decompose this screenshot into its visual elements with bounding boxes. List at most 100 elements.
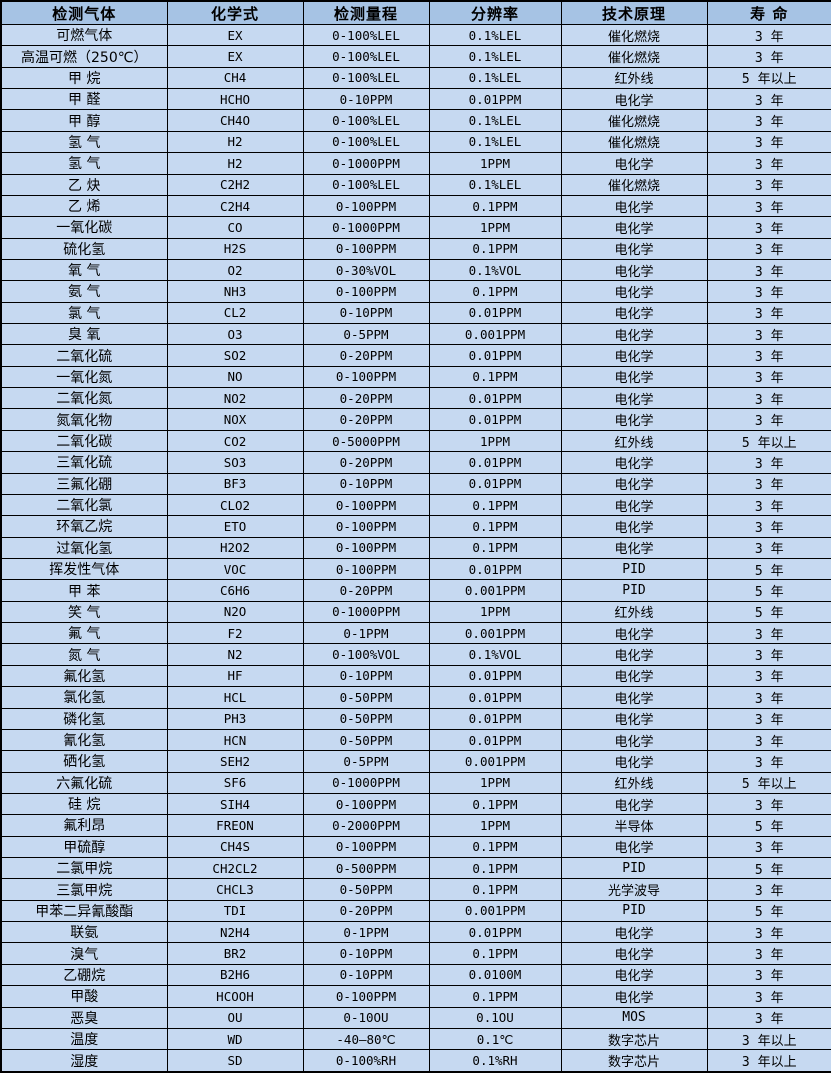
- principle-cell: 数字芯片: [560, 1049, 708, 1073]
- resolution-cell: 0.1PPM: [428, 194, 562, 218]
- resolution-cell: 0.01PPM: [428, 707, 562, 730]
- formula-cell: SO2: [166, 344, 304, 367]
- lifespan-cell: 3 年: [706, 707, 831, 730]
- gas-name-cell: 氮氧化物: [0, 408, 168, 431]
- lifespan-cell: 3 年: [706, 280, 831, 303]
- formula-cell: EX: [166, 23, 304, 47]
- principle-cell: 电化学: [560, 344, 708, 367]
- range-cell: 0-10PPM: [302, 301, 430, 325]
- range-cell: 0-100PPM: [302, 835, 430, 859]
- table-row: 可燃气体 EX 0-100%LEL 0.1%LEL 催化燃烧 3 年: [0, 23, 831, 47]
- formula-cell: NH3: [166, 280, 304, 303]
- principle-cell: 电化学: [560, 301, 708, 325]
- gas-name-cell: 三氧化硫: [0, 451, 168, 474]
- formula-cell: H2: [166, 130, 304, 154]
- formula-cell: SO3: [166, 451, 304, 474]
- table-row: 高温可燃（250℃） EX 0-100%LEL 0.1%LEL 催化燃烧 3 年: [0, 45, 831, 68]
- gas-name-cell: 二氯甲烷: [0, 857, 168, 880]
- table-row: 二氧化氯 CLO2 0-100PPM 0.1PPM 电化学 3 年: [0, 493, 831, 517]
- gas-name-cell: 甲 醛: [0, 88, 168, 111]
- gas-name-cell: 氧 气: [0, 258, 168, 282]
- resolution-cell: 0.01PPM: [428, 472, 562, 495]
- table-row: 联氨 N2H4 0-1PPM 0.01PPM 电化学 3 年: [0, 921, 831, 944]
- column-header-range: 检测量程: [302, 0, 430, 25]
- principle-cell: 电化学: [560, 536, 708, 559]
- lifespan-cell: 3 年: [706, 387, 831, 410]
- lifespan-cell: 3 年: [706, 194, 831, 218]
- principle-cell: 电化学: [560, 750, 708, 773]
- principle-cell: 电化学: [560, 792, 708, 816]
- table-row: 甲苯二异氰酸酯 TDI 0-20PPM 0.001PPM PID 5 年: [0, 899, 831, 923]
- range-cell: 0-20PPM: [302, 408, 430, 431]
- gas-name-cell: 笑 气: [0, 600, 168, 624]
- lifespan-cell: 3 年: [706, 536, 831, 559]
- range-cell: 0-100PPM: [302, 194, 430, 218]
- range-cell: 0-1000PPM: [302, 152, 430, 175]
- formula-cell: HCN: [166, 728, 304, 752]
- principle-cell: 电化学: [560, 365, 708, 389]
- gas-name-cell: 氟利昂: [0, 814, 168, 837]
- table-row: 温度 WD -40—80℃ 0.1℃ 数字芯片 3 年以上: [0, 1027, 831, 1051]
- lifespan-cell: 3 年: [706, 130, 831, 154]
- principle-cell: 电化学: [560, 942, 708, 965]
- column-header-resolution: 分辨率: [428, 0, 562, 25]
- resolution-cell: 0.01PPM: [428, 557, 562, 581]
- resolution-cell: 0.01PPM: [428, 686, 562, 709]
- range-cell: 0-100PPM: [302, 985, 430, 1008]
- lifespan-cell: 3 年: [706, 835, 831, 859]
- formula-cell: CL2: [166, 301, 304, 325]
- resolution-cell: 0.1PPM: [428, 365, 562, 389]
- formula-cell: N2: [166, 643, 304, 666]
- range-cell: 0-100%RH: [302, 1049, 430, 1073]
- table-row: 乙 烯 C2H4 0-100PPM 0.1PPM 电化学 3 年: [0, 194, 831, 218]
- table-row: 氢 气 H2 0-1000PPM 1PPM 电化学 3 年: [0, 152, 831, 175]
- column-header-principle: 技术原理: [560, 0, 708, 25]
- gas-name-cell: 一氧化氮: [0, 365, 168, 389]
- table-row: 乙 炔 C2H2 0-100%LEL 0.1%LEL 催化燃烧 3 年: [0, 173, 831, 196]
- gas-name-cell: 过氧化氢: [0, 536, 168, 559]
- gas-name-cell: 湿度: [0, 1049, 168, 1073]
- range-cell: 0-10PPM: [302, 664, 430, 688]
- range-cell: 0-100%LEL: [302, 23, 430, 47]
- formula-cell: WD: [166, 1027, 304, 1051]
- lifespan-cell: 5 年: [706, 579, 831, 602]
- range-cell: 0-5PPM: [302, 750, 430, 773]
- principle-cell: PID: [560, 899, 708, 923]
- lifespan-cell: 3 年: [706, 472, 831, 495]
- table-row: 三氧化硫 SO3 0-20PPM 0.01PPM 电化学 3 年: [0, 451, 831, 474]
- lifespan-cell: 3 年: [706, 408, 831, 431]
- lifespan-cell: 3 年: [706, 365, 831, 389]
- principle-cell: 催化燃烧: [560, 45, 708, 68]
- table-row: 恶臭 OU 0-10OU 0.1OU MOS 3 年: [0, 1006, 831, 1029]
- table-row: 乙硼烷 B2H6 0-10PPM 0.0100M 电化学 3 年: [0, 963, 831, 987]
- table-row: 二氧化碳 CO2 0-5000PPM 1PPM 红外线 5 年以上: [0, 429, 831, 453]
- gas-name-cell: 甲 烷: [0, 66, 168, 90]
- formula-cell: NOX: [166, 408, 304, 431]
- resolution-cell: 1PPM: [428, 216, 562, 239]
- lifespan-cell: 5 年以上: [706, 771, 831, 794]
- principle-cell: 红外线: [560, 771, 708, 794]
- gas-name-cell: 氮 气: [0, 643, 168, 666]
- resolution-cell: 0.1PPM: [428, 493, 562, 517]
- formula-cell: CH4: [166, 66, 304, 90]
- range-cell: 0-5PPM: [302, 323, 430, 346]
- principle-cell: 电化学: [560, 963, 708, 987]
- formula-cell: C2H2: [166, 173, 304, 196]
- resolution-cell: 0.1PPM: [428, 237, 562, 260]
- formula-cell: SEH2: [166, 750, 304, 773]
- range-cell: 0-20PPM: [302, 899, 430, 923]
- formula-cell: ETO: [166, 515, 304, 538]
- range-cell: 0-1PPM: [302, 921, 430, 944]
- range-cell: 0-100PPM: [302, 557, 430, 581]
- table-row: 氟化氢 HF 0-10PPM 0.01PPM 电化学 3 年: [0, 664, 831, 688]
- resolution-cell: 0.01PPM: [428, 451, 562, 474]
- table-row: 氨 气 NH3 0-100PPM 0.1PPM 电化学 3 年: [0, 280, 831, 303]
- gas-name-cell: 挥发性气体: [0, 557, 168, 581]
- resolution-cell: 0.1%LEL: [428, 109, 562, 132]
- principle-cell: 催化燃烧: [560, 173, 708, 196]
- range-cell: 0-100%VOL: [302, 643, 430, 666]
- lifespan-cell: 3 年: [706, 301, 831, 325]
- principle-cell: 电化学: [560, 707, 708, 730]
- range-cell: 0-100PPM: [302, 515, 430, 538]
